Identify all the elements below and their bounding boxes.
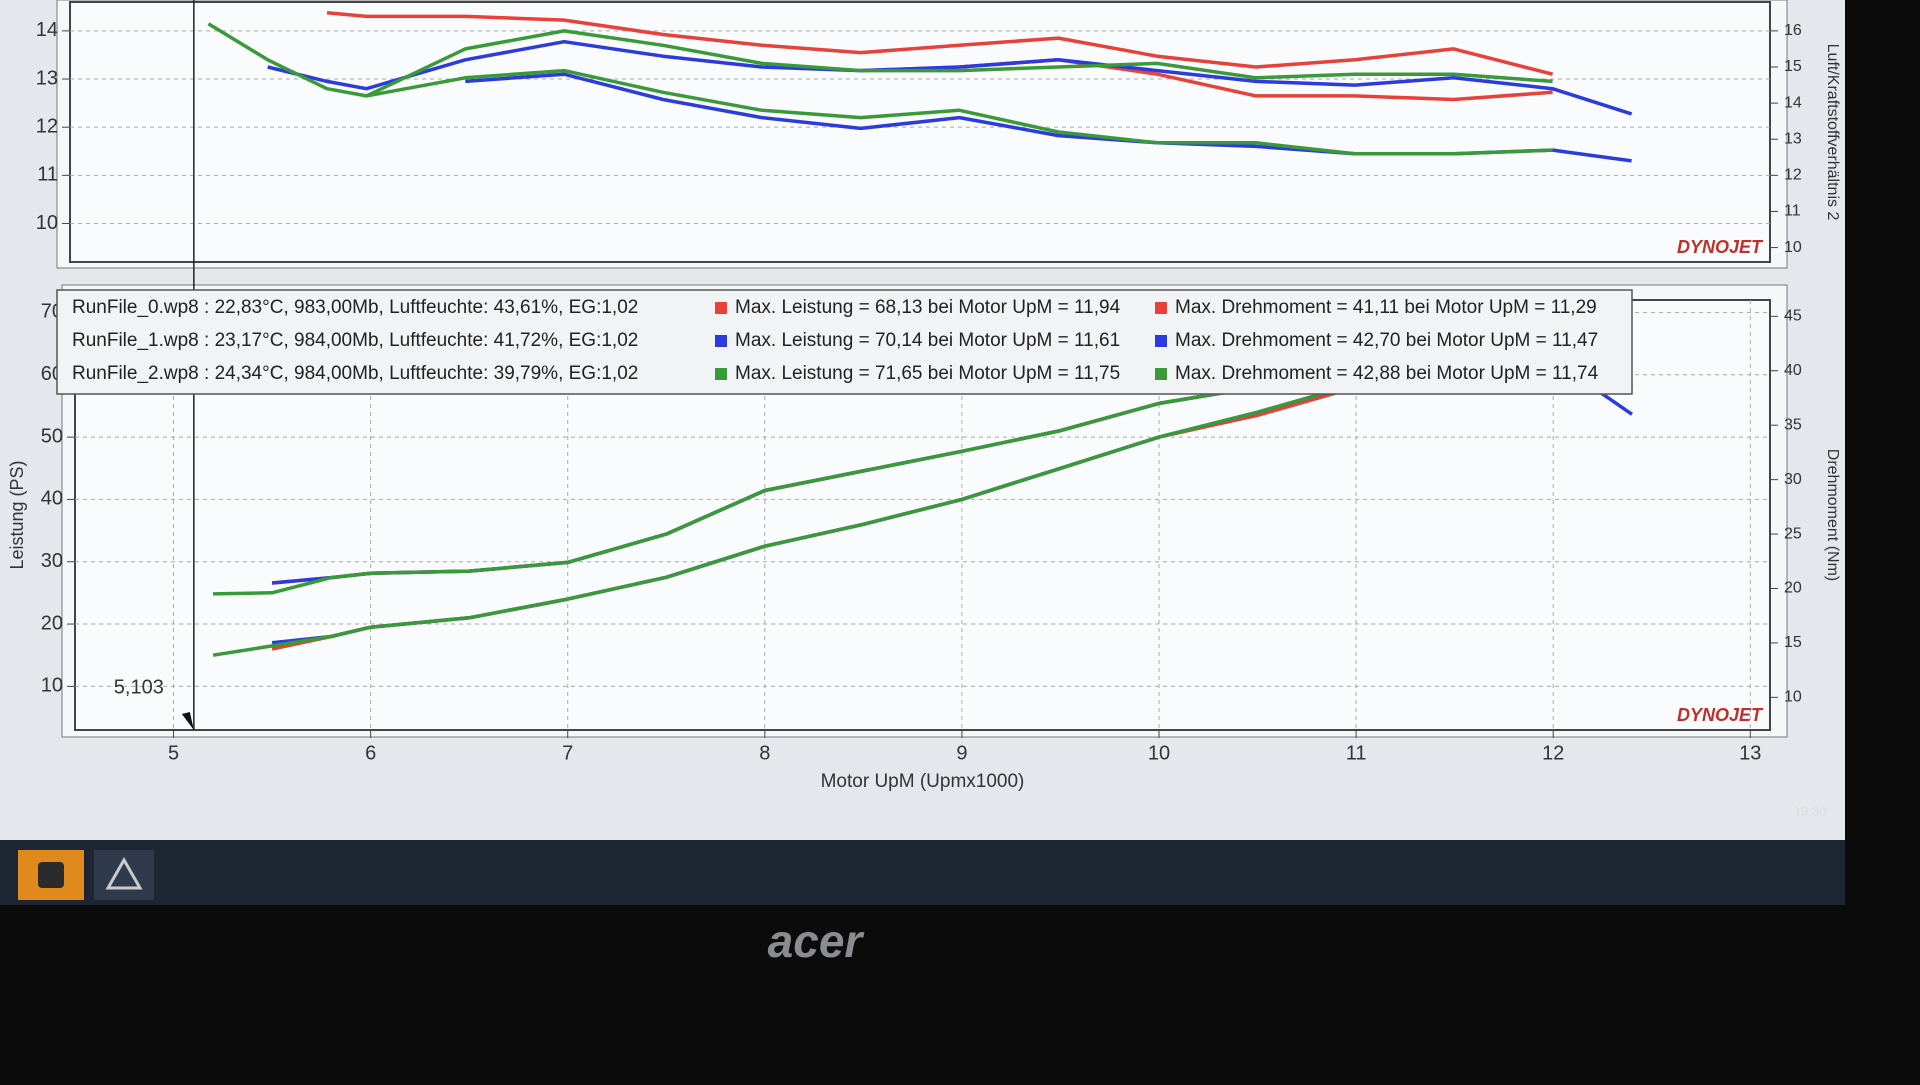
series-line bbox=[366, 68, 1553, 156]
plots: 10 11 12 13 14 10 11 12 13 14 15 16 Luft/Kraftstoffv… bbox=[7, 0, 1841, 792]
series-line bbox=[212, 317, 1554, 657]
y2-tick-label: 25 bbox=[1784, 525, 1802, 542]
info-box bbox=[56, 289, 1633, 395]
y2-tick-label: 15 bbox=[1784, 58, 1802, 75]
y-tick-label: 12 bbox=[36, 115, 58, 137]
info-text: Max. Drehmoment = 42,70 bei Motor UpM = … bbox=[1175, 330, 1598, 351]
y-tick-label: 40 bbox=[41, 488, 63, 510]
y2-tick-label: 10 bbox=[1784, 689, 1802, 706]
watermark: DYNOJET bbox=[1677, 705, 1764, 725]
y2-tick-label: 14 bbox=[1784, 94, 1802, 111]
taskbar bbox=[0, 840, 1845, 905]
y2-tick-label: 20 bbox=[1784, 580, 1802, 597]
cursor-arrow bbox=[181, 712, 194, 730]
y2-tick-label: 30 bbox=[1784, 471, 1802, 488]
series-line bbox=[326, 11, 1554, 76]
y2-axis-title: Drehmoment (Nm) bbox=[1824, 449, 1841, 581]
x-tick-label: 11 bbox=[1346, 742, 1367, 764]
info-text: Max. Drehmoment = 41,11 bei Motor UpM = … bbox=[1175, 297, 1597, 318]
cursor-label: 5,103 bbox=[114, 676, 164, 698]
info-swatch bbox=[1155, 335, 1167, 347]
y2-tick-label: 11 bbox=[1784, 203, 1801, 220]
y2-tick-label: 45 bbox=[1784, 308, 1802, 325]
y2-tick-label: 16 bbox=[1784, 22, 1802, 39]
y-tick-label: 10 bbox=[41, 675, 63, 697]
x-tick-label: 10 bbox=[1148, 742, 1170, 764]
x-tick-label: 7 bbox=[562, 742, 573, 764]
y2-tick-label: 13 bbox=[1784, 130, 1802, 147]
info-swatch bbox=[715, 368, 727, 380]
app-icon-glyph bbox=[38, 862, 64, 888]
y-tick-label: 50 bbox=[41, 425, 63, 447]
y2-tick-label: 10 bbox=[1784, 239, 1802, 256]
y-tick-label: 14 bbox=[36, 19, 58, 41]
y-tick-label: 11 bbox=[37, 164, 58, 186]
y-tick-label: 20 bbox=[41, 612, 63, 634]
info-text: RunFile_1.wp8 : 23,17°C, 984,00Mb, Luftf… bbox=[72, 330, 638, 351]
y2-tick-label: 40 bbox=[1784, 362, 1802, 379]
y-tick-label: 10 bbox=[36, 212, 58, 234]
x-tick-label: 13 bbox=[1739, 742, 1761, 764]
series-line bbox=[207, 22, 1553, 98]
info-text: RunFile_0.wp8 : 22,83°C, 983,00Mb, Luftf… bbox=[72, 297, 638, 318]
info-swatch bbox=[715, 335, 727, 347]
y2-tick-label: 15 bbox=[1784, 634, 1802, 651]
app-icon-glyph bbox=[105, 856, 143, 890]
x-tick-label: 6 bbox=[365, 742, 376, 764]
x-axis-title: Motor UpM (Upmx1000) bbox=[821, 771, 1025, 792]
x-tick-label: 9 bbox=[956, 742, 967, 764]
plot-area bbox=[69, 1, 1771, 263]
clock[interactable]: 19:30 bbox=[1794, 803, 1827, 818]
info-text: Max. Leistung = 71,65 bei Motor UpM = 11… bbox=[735, 363, 1120, 384]
info-swatch bbox=[1155, 368, 1167, 380]
y2-tick-label: 35 bbox=[1784, 416, 1802, 433]
y2-tick-label: 12 bbox=[1784, 167, 1802, 184]
y2-axis-title: Luft/Kraftstoffverhältnis 2 bbox=[1824, 44, 1841, 221]
watermark: DYNOJET bbox=[1677, 237, 1764, 257]
info-swatch bbox=[715, 302, 727, 314]
x-tick-label: 8 bbox=[759, 742, 770, 764]
monitor-brand: acer bbox=[768, 915, 865, 967]
x-tick-label: 5 bbox=[168, 742, 179, 764]
y-axis-title: Leistung (PS) bbox=[7, 460, 27, 569]
x-tick-label: 12 bbox=[1542, 742, 1564, 764]
info-text: Max. Leistung = 68,13 bei Motor UpM = 11… bbox=[735, 297, 1121, 318]
info-text: Max. Drehmoment = 42,88 bei Motor UpM = … bbox=[1175, 363, 1599, 384]
y-tick-label: 13 bbox=[36, 67, 58, 89]
y-tick-label: 30 bbox=[41, 550, 63, 572]
info-text: RunFile_2.wp8 : 24,34°C, 984,00Mb, Luftf… bbox=[72, 363, 638, 384]
info-text: Max. Leistung = 70,14 bei Motor UpM = 11… bbox=[735, 330, 1120, 351]
info-swatch bbox=[1155, 302, 1167, 314]
